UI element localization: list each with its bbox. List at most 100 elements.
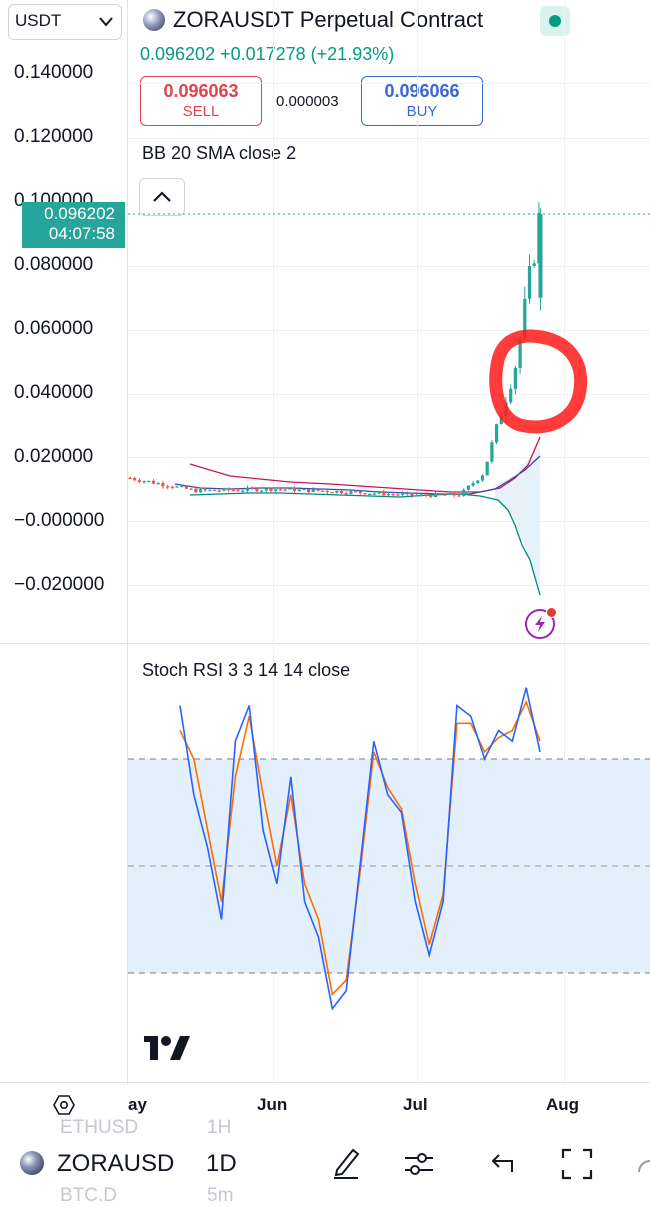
sell-price: 0.096063 [163, 81, 239, 101]
stoch-rsi-label[interactable]: Stoch RSI 3 3 14 14 close [142, 660, 351, 680]
candle-body [184, 486, 188, 489]
candle-body [283, 489, 287, 491]
candle-body [344, 493, 348, 495]
current-price-tag: 0.096202 04:07:58 [22, 202, 125, 248]
buy-price: 0.096066 [384, 81, 460, 101]
buy-button[interactable]: 0.096066 BUY [361, 76, 483, 126]
candle-body [189, 488, 193, 490]
candle-body [161, 483, 165, 487]
candle-body [330, 492, 334, 494]
settings-hexagon-icon[interactable] [52, 1093, 76, 1122]
ghost-interval: 5m [207, 1185, 234, 1206]
candle-body [307, 488, 311, 492]
stoch-rsi-chart[interactable] [128, 645, 650, 1081]
candle-body [523, 298, 527, 339]
interval-button[interactable]: 1D [206, 1150, 237, 1177]
candle-body [518, 338, 522, 368]
time-tick: ay [128, 1095, 147, 1114]
candle-body [250, 487, 254, 490]
bar-countdown: 04:07:58 [48, 224, 115, 243]
sell-button[interactable]: 0.096063 SELL [140, 76, 262, 126]
candle-body [419, 494, 423, 496]
candle-body [372, 493, 376, 495]
bollinger-basis [174, 455, 541, 495]
time-axis-divider [0, 1082, 650, 1083]
candle-body [495, 424, 499, 443]
candle-body [198, 489, 203, 493]
candle-body [231, 490, 235, 492]
hand-drawn-annotation-circle [489, 329, 588, 434]
ghost-symbol: BTC.D [60, 1185, 117, 1206]
spread-value: 0.000003 [276, 93, 339, 110]
candle-body [429, 495, 433, 497]
candle-body [137, 480, 141, 482]
candle-body [382, 491, 386, 496]
bottom-symbol-label: ZORAUSD [57, 1150, 175, 1177]
candle-body [405, 493, 409, 495]
candle-body [302, 488, 306, 491]
candle-body [316, 489, 320, 491]
candle-body [443, 494, 447, 496]
candle-body [180, 486, 184, 488]
price-tick: 0.060000 [14, 318, 94, 339]
candle-body [396, 494, 400, 496]
collapse-pane-button[interactable] [139, 178, 185, 216]
candle-body [401, 493, 405, 495]
candle-body [391, 494, 395, 496]
candle-body [325, 490, 329, 493]
price-tick: 0.040000 [14, 382, 94, 403]
candle-body [236, 490, 240, 492]
fullscreen-button[interactable] [561, 1148, 593, 1185]
candle-body [321, 490, 325, 492]
candle-body [274, 489, 278, 492]
market-open-status-icon[interactable] [540, 6, 570, 36]
tradingview-logo[interactable] [144, 1036, 192, 1067]
currency-select-value: USDT [15, 11, 62, 30]
alert-lightning-icon[interactable] [525, 607, 557, 639]
bb-indicator-label[interactable]: BB 20 SMA close 2 [142, 143, 297, 163]
candle-body [213, 489, 217, 492]
currency-select[interactable]: USDT [8, 4, 122, 40]
pen-icon [334, 1148, 360, 1179]
stoch-k-line [179, 687, 541, 1011]
candle-body [457, 495, 461, 497]
candle-body [241, 490, 245, 492]
candle-body [532, 263, 536, 267]
price-chart[interactable] [128, 0, 650, 640]
drawing-tool-button[interactable] [331, 1146, 361, 1185]
candle-body [255, 488, 259, 492]
candle-body [297, 489, 301, 492]
time-tick: Jul [403, 1095, 428, 1114]
more-edge-icon[interactable] [638, 1160, 650, 1172]
current-price-value: 0.096202 [44, 204, 115, 223]
symbol-search-button[interactable]: ZORAUSD [57, 1150, 179, 1178]
undo-button[interactable] [490, 1152, 516, 1181]
candle-body [128, 477, 132, 480]
price-tick: 0.020000 [14, 446, 94, 467]
candle-body [368, 493, 372, 496]
sell-label: SELL [182, 103, 220, 120]
candle-body [288, 488, 292, 490]
chevron-up-icon [153, 191, 171, 202]
candle-body [462, 489, 466, 496]
candle-body [166, 486, 170, 488]
candle-body [471, 483, 475, 486]
candle-body [415, 495, 419, 497]
candle-body [278, 489, 282, 491]
price-change: 0.096202 +0.017278 (+21.93%) [140, 44, 395, 64]
indicators-button[interactable] [403, 1150, 435, 1183]
bollinger-upper-band [189, 436, 541, 493]
candle-body [264, 488, 268, 491]
candle-body [509, 388, 513, 403]
candle-body [335, 490, 339, 493]
page-title: ZORAUSDT Perpetual Contract [173, 7, 484, 32]
candle-body [448, 493, 452, 495]
candle-body [358, 491, 362, 494]
candle-body [260, 490, 264, 492]
candles-group [128, 202, 543, 499]
price-tick: −0.020000 [14, 574, 105, 595]
candle-body [311, 489, 315, 492]
price-axis-divider [127, 0, 128, 1085]
time-tick: Aug [546, 1095, 580, 1114]
candle-body [452, 493, 456, 496]
